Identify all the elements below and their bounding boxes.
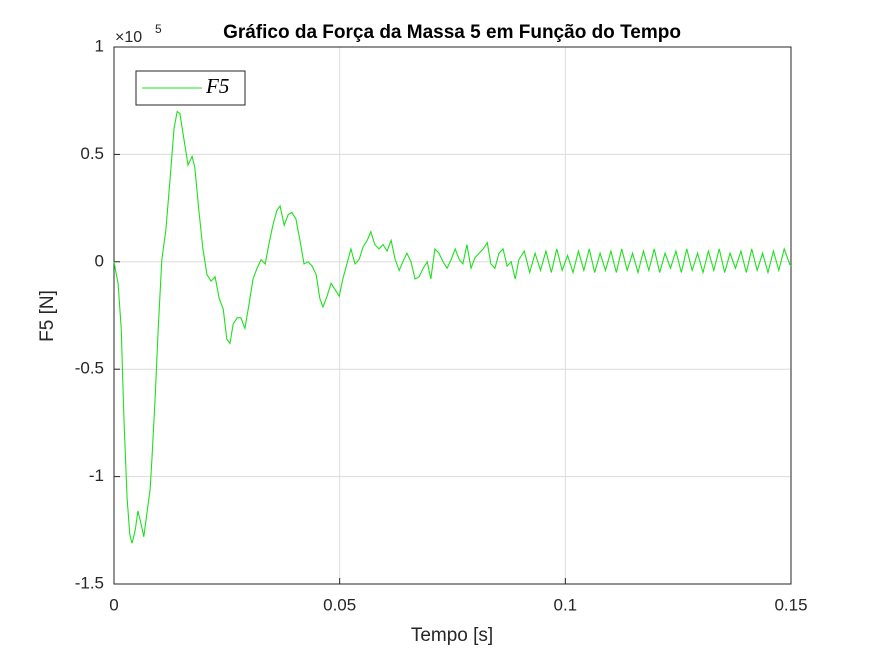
- axes-box: [113, 46, 792, 585]
- data-line: [113, 110, 792, 544]
- x-tick-label: 0.15: [774, 595, 807, 614]
- x-tick-label: 0.05: [323, 595, 356, 614]
- x-tick-label: 0: [109, 595, 118, 614]
- y-tick-label: -1.5: [75, 573, 104, 592]
- y-tick-label: 0: [95, 251, 104, 270]
- x-tick-label: 0.1: [554, 595, 578, 614]
- y-scale-exponent: 5: [155, 22, 162, 36]
- y-tick-label: 0.5: [80, 144, 104, 163]
- y-tick-label: 1: [95, 36, 104, 55]
- y-axis-label: F5 [N]: [37, 290, 58, 342]
- y-tick-label: -1: [89, 466, 104, 485]
- chart-title: Gráfico da Força da Massa 5 em Função do…: [223, 22, 681, 43]
- y-scale-base: ×10: [115, 29, 142, 46]
- x-axis-label: Tempo [s]: [411, 625, 493, 646]
- y-tick-label: -0.5: [75, 359, 104, 378]
- legend-label: F5: [205, 74, 229, 98]
